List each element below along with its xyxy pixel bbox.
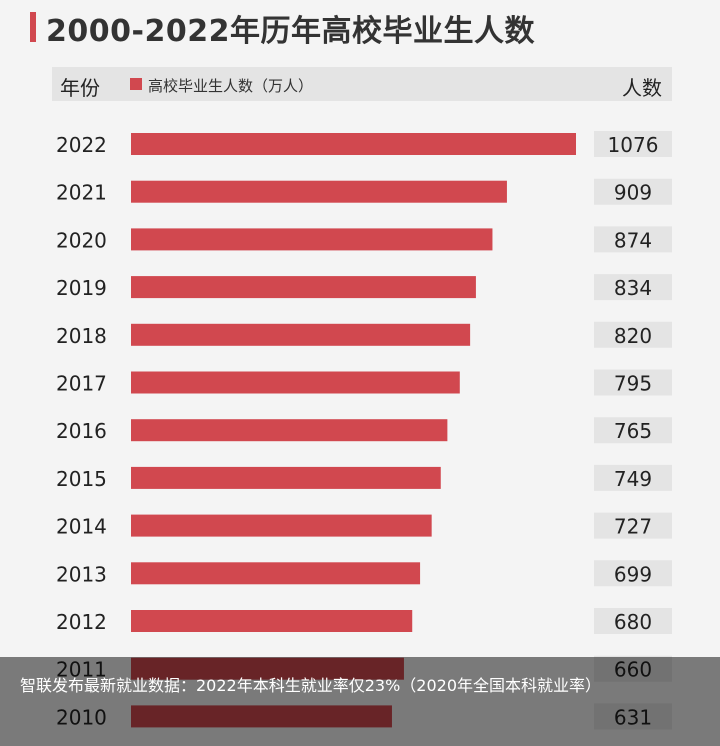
year-tick-label: 2019	[56, 276, 107, 300]
bar	[131, 276, 476, 299]
count-column-header: 人数	[622, 76, 662, 100]
value-box	[594, 560, 672, 587]
year-tick-label: 2017	[56, 372, 107, 396]
bar	[131, 562, 421, 585]
bar	[131, 466, 441, 489]
legend-label: 高校毕业生人数（万人）	[148, 77, 314, 95]
value-box	[594, 369, 672, 396]
bar	[131, 133, 576, 155]
caption-overlay: 智联发布最新就业数据：2022年本科生就业率仅23%（2020年全国本科就业率）	[0, 657, 720, 746]
year-tick-label: 2021	[56, 181, 107, 205]
bar	[131, 228, 493, 251]
year-tick-label: 2022	[56, 133, 107, 157]
value-label: 820	[614, 324, 652, 348]
value-box	[594, 608, 672, 634]
value-box	[594, 178, 672, 205]
value-box	[594, 417, 672, 444]
bar	[131, 323, 471, 346]
bar	[131, 419, 448, 442]
title-accent-bar	[30, 12, 36, 42]
caption-text: 智联发布最新就业数据：2022年本科生就业率仅23%（2020年全国本科就业率）	[20, 676, 602, 695]
value-label: 699	[614, 562, 652, 586]
value-box	[594, 274, 672, 301]
year-tick-label: 2013	[56, 562, 107, 586]
year-tick-label: 2014	[56, 515, 107, 539]
year-column-header: 年份	[60, 76, 100, 100]
year-tick-label: 2018	[56, 324, 107, 348]
value-label: 749	[614, 467, 652, 491]
value-label: 834	[614, 276, 652, 300]
value-box	[594, 464, 672, 491]
value-box	[594, 226, 672, 253]
value-label: 874	[614, 228, 652, 252]
year-tick-label: 2015	[56, 467, 107, 491]
bar	[131, 371, 460, 394]
table-header: 年份 高校毕业生人数（万人） 人数	[52, 67, 672, 101]
value-label: 765	[614, 419, 652, 443]
value-box	[594, 512, 672, 539]
bar	[131, 610, 413, 632]
value-label: 727	[614, 515, 652, 539]
year-tick-label: 2012	[56, 610, 107, 634]
chart-title: 2000-2022年历年高校毕业生人数	[46, 14, 535, 49]
value-label: 680	[614, 610, 652, 634]
value-box	[594, 131, 672, 157]
legend-swatch	[130, 78, 142, 90]
bar	[131, 514, 432, 537]
value-box	[594, 321, 672, 348]
year-tick-label: 2016	[56, 419, 107, 443]
value-label: 1076	[608, 133, 659, 157]
year-tick-label: 2020	[56, 228, 107, 252]
value-label: 909	[614, 181, 652, 205]
bar	[131, 180, 507, 203]
value-label: 795	[614, 372, 652, 396]
